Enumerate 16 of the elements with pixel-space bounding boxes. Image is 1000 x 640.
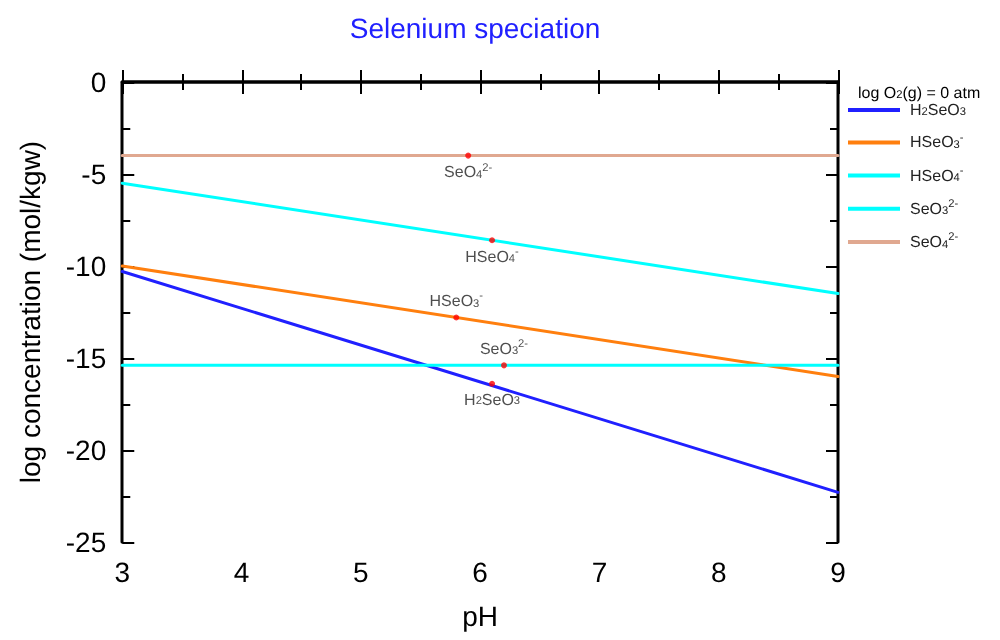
y-tick-label: -20 [65,434,107,466]
x-tick-label: 5 [353,556,370,588]
y-tick-label: 0 [90,66,107,98]
y-tick-label: -5 [81,158,107,190]
y-tick-label: -10 [65,250,107,282]
x-tick-label: 7 [591,556,608,588]
y-tick-label: -25 [65,526,107,558]
x-tick-label: 6 [472,556,489,588]
y-axis-title: log concentration (mol/kgw) [14,140,46,484]
x-tick-label: 4 [233,556,250,588]
x-tick-label: 3 [114,556,131,588]
y-tick-label: -15 [65,342,107,374]
x-tick-label: 9 [830,556,847,588]
x-axis-title: pH [462,600,499,632]
chart-title: Selenium speciation [349,12,601,44]
x-tick-label: 8 [710,556,727,588]
